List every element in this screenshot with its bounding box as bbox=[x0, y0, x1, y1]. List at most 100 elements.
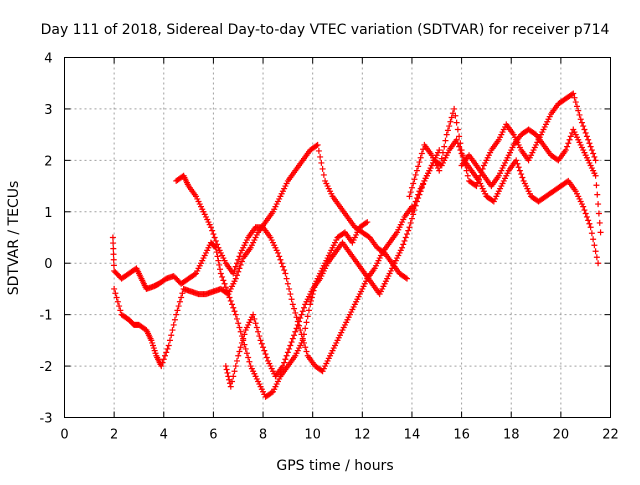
data-point bbox=[454, 140, 461, 147]
data-point bbox=[453, 119, 460, 126]
data-point bbox=[164, 345, 171, 352]
data-point bbox=[405, 227, 412, 234]
data-point bbox=[297, 315, 304, 322]
data-point bbox=[159, 359, 166, 366]
data-point bbox=[278, 260, 285, 267]
data-point bbox=[400, 241, 407, 248]
data-point bbox=[232, 363, 239, 370]
data-point bbox=[232, 263, 239, 270]
data-point bbox=[578, 119, 585, 126]
data-point bbox=[320, 171, 327, 178]
data-point bbox=[289, 335, 296, 342]
data-point bbox=[572, 99, 579, 106]
data-point bbox=[314, 141, 321, 148]
data-point bbox=[411, 201, 418, 208]
data-point bbox=[586, 140, 593, 147]
data-point bbox=[299, 308, 306, 315]
data-point bbox=[407, 219, 414, 226]
data-point bbox=[175, 303, 182, 310]
data-point bbox=[237, 261, 244, 268]
data-point bbox=[217, 266, 224, 273]
data-point bbox=[232, 275, 239, 282]
data-point bbox=[296, 318, 303, 325]
data-point bbox=[262, 351, 269, 358]
data-point bbox=[283, 275, 290, 282]
data-point bbox=[287, 342, 294, 349]
data-point bbox=[304, 313, 311, 320]
data-point bbox=[231, 308, 238, 315]
data-point bbox=[268, 389, 275, 396]
data-point bbox=[444, 127, 451, 134]
data-point bbox=[364, 219, 371, 226]
data-point bbox=[281, 359, 288, 366]
y-tick-label: 0 bbox=[44, 257, 52, 272]
data-point bbox=[256, 333, 263, 340]
data-point bbox=[282, 356, 289, 363]
series-1 bbox=[111, 141, 410, 370]
data-point bbox=[238, 258, 245, 265]
data-point bbox=[300, 304, 307, 311]
data-point bbox=[232, 311, 239, 318]
data-point bbox=[573, 103, 580, 110]
data-point bbox=[415, 191, 422, 198]
data-point bbox=[162, 352, 169, 359]
data-point bbox=[308, 294, 315, 301]
data-point bbox=[222, 363, 229, 370]
data-point bbox=[284, 280, 291, 287]
data-point bbox=[243, 350, 250, 357]
data-point bbox=[297, 327, 304, 334]
data-point bbox=[233, 272, 240, 279]
data-point bbox=[412, 198, 419, 205]
data-point bbox=[581, 126, 588, 133]
data-point bbox=[211, 234, 218, 241]
data-point bbox=[451, 105, 458, 112]
data-point bbox=[279, 263, 286, 270]
data-point bbox=[402, 274, 409, 281]
data-point bbox=[219, 273, 226, 280]
data-point bbox=[303, 319, 310, 326]
chart-title: Day 111 of 2018, Sidereal Day-to-day VTE… bbox=[41, 22, 610, 38]
data-point bbox=[582, 210, 589, 217]
data-point bbox=[457, 147, 464, 154]
data-point bbox=[235, 256, 242, 263]
data-point bbox=[288, 296, 295, 303]
data-point bbox=[570, 90, 577, 97]
data-point bbox=[458, 150, 465, 157]
data-point bbox=[292, 309, 299, 316]
data-point bbox=[227, 383, 234, 390]
data-point bbox=[110, 262, 117, 269]
data-point bbox=[576, 111, 583, 118]
data-point bbox=[571, 94, 578, 101]
data-point bbox=[176, 298, 183, 305]
y-tick-label: 3 bbox=[44, 103, 52, 118]
data-point bbox=[117, 307, 124, 314]
data-point bbox=[514, 160, 521, 167]
data-point bbox=[282, 270, 289, 277]
data-point bbox=[174, 307, 181, 314]
data-point bbox=[319, 165, 326, 172]
data-point bbox=[229, 378, 236, 385]
data-point bbox=[597, 229, 604, 236]
data-point bbox=[583, 133, 590, 140]
data-point bbox=[242, 345, 249, 352]
data-point bbox=[255, 328, 262, 335]
data-point bbox=[231, 368, 238, 375]
gridlines bbox=[64, 57, 611, 418]
x-tick-label: 16 bbox=[453, 428, 470, 443]
data-point bbox=[418, 150, 425, 157]
data-point bbox=[291, 305, 298, 312]
data-point bbox=[283, 352, 290, 359]
data-point bbox=[408, 215, 415, 222]
data-point bbox=[591, 153, 598, 160]
data-point bbox=[179, 290, 186, 297]
data-point bbox=[403, 275, 410, 282]
data-point bbox=[284, 349, 291, 356]
data-point bbox=[566, 136, 573, 143]
data-point bbox=[214, 241, 221, 248]
data-point bbox=[590, 150, 597, 157]
data-point bbox=[215, 257, 222, 264]
data-point bbox=[403, 231, 410, 238]
data-point bbox=[410, 180, 417, 187]
data-point bbox=[406, 224, 413, 231]
